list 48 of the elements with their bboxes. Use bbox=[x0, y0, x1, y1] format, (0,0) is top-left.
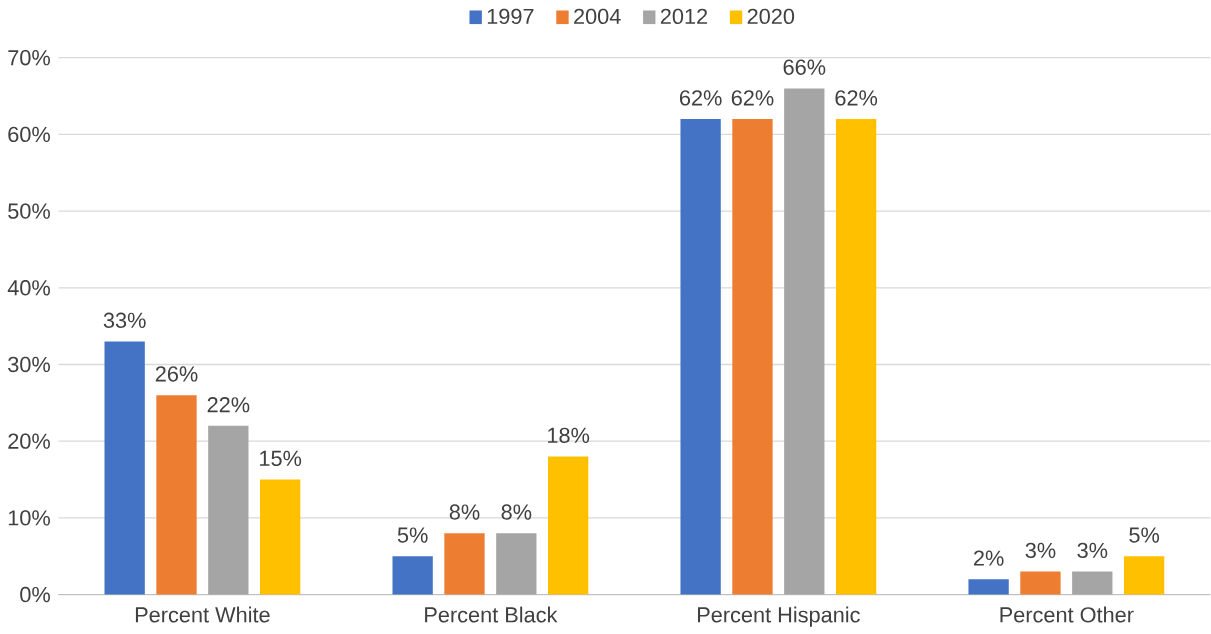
data-label: 2% bbox=[973, 550, 1004, 566]
bar bbox=[260, 479, 301, 595]
x-tick-label: Percent White bbox=[135, 606, 270, 623]
x-tick-label: Percent Other bbox=[1000, 606, 1134, 623]
bar bbox=[104, 341, 145, 595]
bar bbox=[392, 556, 433, 595]
bar bbox=[784, 88, 825, 595]
data-label: 3% bbox=[1077, 542, 1108, 559]
data-label: 62% bbox=[731, 90, 774, 106]
data-label: 33% bbox=[103, 312, 146, 328]
data-label: 62% bbox=[679, 90, 722, 106]
data-label: 5% bbox=[1129, 527, 1160, 543]
legend-label: 2004 bbox=[574, 8, 621, 25]
data-label: 8% bbox=[501, 504, 532, 520]
y-tick-label: 20% bbox=[8, 433, 50, 449]
legend-label: 2020 bbox=[747, 8, 795, 25]
data-label: 5% bbox=[397, 527, 428, 543]
bar bbox=[548, 456, 589, 595]
data-label: 18% bbox=[548, 427, 590, 443]
bar bbox=[1020, 571, 1061, 595]
legend-label: 1997 bbox=[487, 8, 534, 25]
y-tick-label: 50% bbox=[8, 203, 50, 219]
bar bbox=[968, 579, 1009, 595]
y-tick-label: 60% bbox=[8, 126, 50, 143]
bar bbox=[1072, 571, 1113, 595]
y-tick-label: 10% bbox=[8, 510, 50, 526]
y-tick-label: 40% bbox=[7, 280, 50, 296]
x-tick-label: Percent Black bbox=[425, 606, 558, 623]
bar bbox=[156, 395, 197, 595]
y-tick-label: 30% bbox=[8, 356, 50, 373]
bar bbox=[835, 119, 877, 595]
bar bbox=[1123, 556, 1165, 595]
bar bbox=[444, 533, 485, 595]
bar bbox=[496, 533, 537, 595]
data-label: 66% bbox=[783, 59, 826, 75]
x-tick-label: Percent Hispanic bbox=[698, 606, 860, 627]
data-label: 15% bbox=[260, 450, 302, 466]
y-tick-label: 70% bbox=[8, 50, 50, 66]
data-label: 62% bbox=[835, 90, 878, 106]
bar bbox=[732, 119, 773, 595]
data-label: 26% bbox=[155, 366, 198, 382]
y-tick-label: 0% bbox=[20, 586, 50, 603]
bar bbox=[208, 425, 249, 595]
data-label: 3% bbox=[1025, 542, 1056, 559]
legend-label: 2012 bbox=[660, 8, 708, 25]
data-label: 22% bbox=[207, 397, 250, 413]
bar bbox=[680, 119, 721, 595]
data-label: 8% bbox=[449, 504, 480, 520]
